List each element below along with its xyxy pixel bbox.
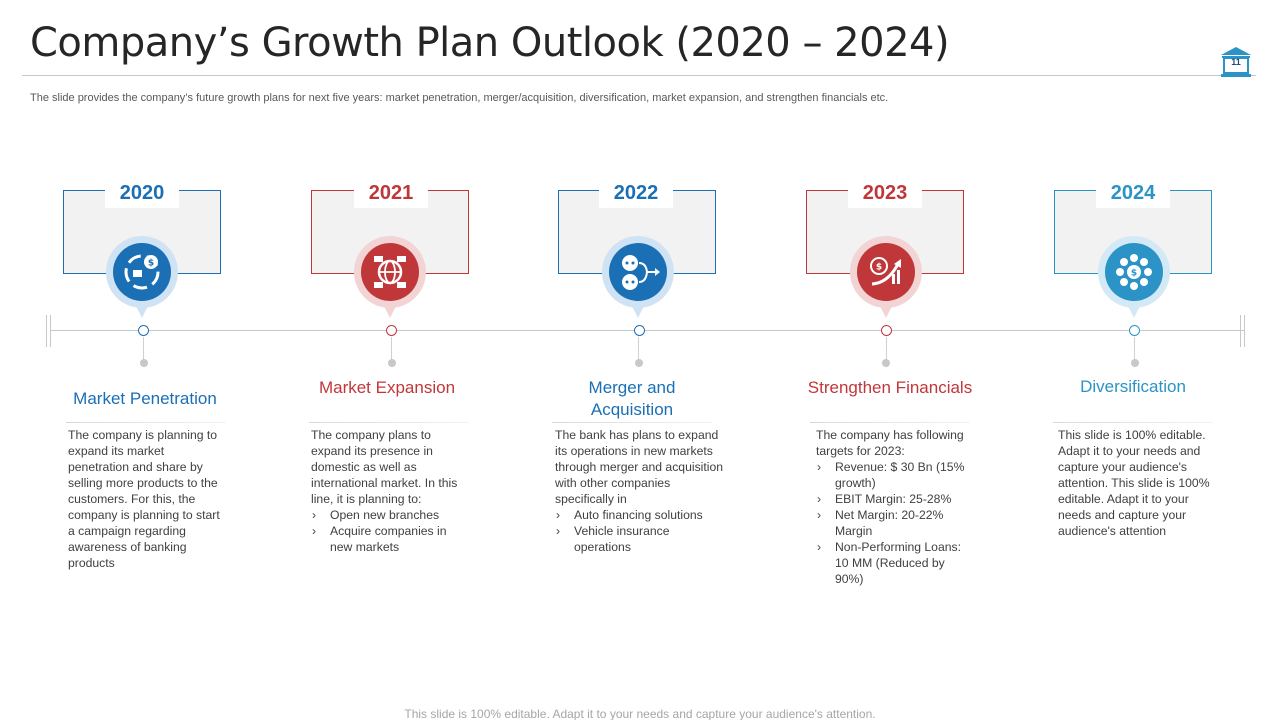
timeline-stem-2022 — [638, 337, 639, 361]
timeline-end-cap-inner — [1240, 315, 1241, 347]
milestone-description-2020: The company is planning to expand its ma… — [68, 427, 228, 571]
year-label-2023: 2023 — [848, 180, 922, 208]
milestone-paragraph-2020: The company is planning to expand its ma… — [68, 428, 220, 570]
svg-text:$: $ — [876, 263, 882, 273]
timeline-node-2020 — [138, 325, 149, 336]
timeline-node-2022 — [634, 325, 645, 336]
milestone-title-2020: Market Penetration — [73, 389, 217, 408]
slide-footer: This slide is 100% editable. Adapt it to… — [404, 707, 876, 720]
milestone-paragraph-2022: The bank has plans to expand its operati… — [555, 428, 724, 506]
timeline-dot-2024 — [1131, 359, 1139, 367]
milestone-title-2022: Merger and Acquisition — [588, 378, 676, 419]
title-divider — [22, 75, 1256, 76]
milestone-title-2021: Market Expansion — [318, 378, 456, 397]
year-label-2024: 2024 — [1096, 180, 1170, 208]
milestone-bullets-2023: Revenue: $ 30 Bn (15% growth) EBIT Margi… — [816, 459, 974, 587]
merger-icon — [601, 236, 674, 318]
milestone-bullet: EBIT Margin: 25-28% — [816, 491, 974, 507]
timeline-stem-2023 — [886, 337, 887, 361]
timeline-stem-2024 — [1134, 337, 1135, 361]
milestone-divider-2023 — [810, 422, 970, 423]
diversification-icon: $ — [1097, 236, 1170, 318]
milestone-divider-2022 — [552, 422, 712, 423]
milestone-bullet: Revenue: $ 30 Bn (15% growth) — [816, 459, 974, 491]
global-network-icon — [353, 236, 426, 318]
timeline-axis — [50, 330, 1245, 331]
timeline-stem-2021 — [391, 337, 392, 361]
timeline-node-2021 — [386, 325, 397, 336]
milestone-paragraph-2024: This slide is 100% editable. Adapt it to… — [1058, 428, 1210, 538]
bank-icon — [1221, 47, 1251, 77]
milestone-title-2023: Strengthen Financials — [807, 378, 973, 397]
year-label-2020: 2020 — [105, 180, 179, 208]
timeline-start-cap-inner — [50, 315, 51, 347]
milestone-title-2024: Diversification — [1080, 377, 1186, 396]
milestone-description-2024: This slide is 100% editable. Adapt it to… — [1058, 427, 1218, 539]
page-number: 11 — [1231, 57, 1241, 67]
year-label-2021: 2021 — [354, 180, 428, 208]
milestone-bullet: Auto financing solutions — [555, 507, 727, 523]
milestone-bullet: Vehicle insurance operations — [555, 523, 727, 555]
milestone-paragraph-2023: The company has following targets for 20… — [816, 428, 964, 458]
slide-subtitle: The slide provides the company’s future … — [30, 92, 889, 104]
year-label-2022: 2022 — [599, 180, 673, 208]
growth-chart-icon: $ — [849, 236, 922, 318]
milestone-description-2022: The bank has plans to expand its operati… — [555, 427, 727, 555]
svg-text:$: $ — [148, 259, 154, 269]
milestone-description-2021: The company plans to expand its presence… — [311, 427, 471, 555]
timeline-dot-2022 — [635, 359, 643, 367]
milestone-divider-2020 — [66, 422, 226, 423]
milestone-bullets-2021: Open new branches Acquire companies in n… — [311, 507, 471, 555]
timeline-dot-2020 — [140, 359, 148, 367]
milestone-bullets-2022: Auto financing solutions Vehicle insuran… — [555, 507, 727, 555]
timeline-node-2024 — [1129, 325, 1140, 336]
milestone-description-2023: The company has following targets for 20… — [816, 427, 974, 587]
milestone-bullet: Net Margin: 20-22% Margin — [816, 507, 974, 539]
milestone-paragraph-2021: The company plans to expand its presence… — [311, 428, 458, 506]
timeline-stem-2020 — [143, 337, 144, 361]
timeline-dot-2021 — [388, 359, 396, 367]
timeline-node-2023 — [881, 325, 892, 336]
milestone-bullet: Non-Performing Loans: 10 MM (Reduced by … — [816, 539, 974, 587]
timeline-end-cap — [1244, 315, 1245, 347]
milestone-divider-2021 — [309, 422, 469, 423]
milestone-divider-2024 — [1053, 422, 1213, 423]
timeline-dot-2023 — [882, 359, 890, 367]
milestone-bullet: Open new branches — [311, 507, 471, 523]
svg-text:$: $ — [1131, 269, 1137, 279]
timeline-start-cap — [46, 315, 47, 347]
slide-title: Company’s Growth Plan Outlook (2020 – 20… — [30, 20, 950, 66]
milestone-bullet: Acquire companies in new markets — [311, 523, 471, 555]
money-cycle-icon: $ — [105, 236, 178, 318]
